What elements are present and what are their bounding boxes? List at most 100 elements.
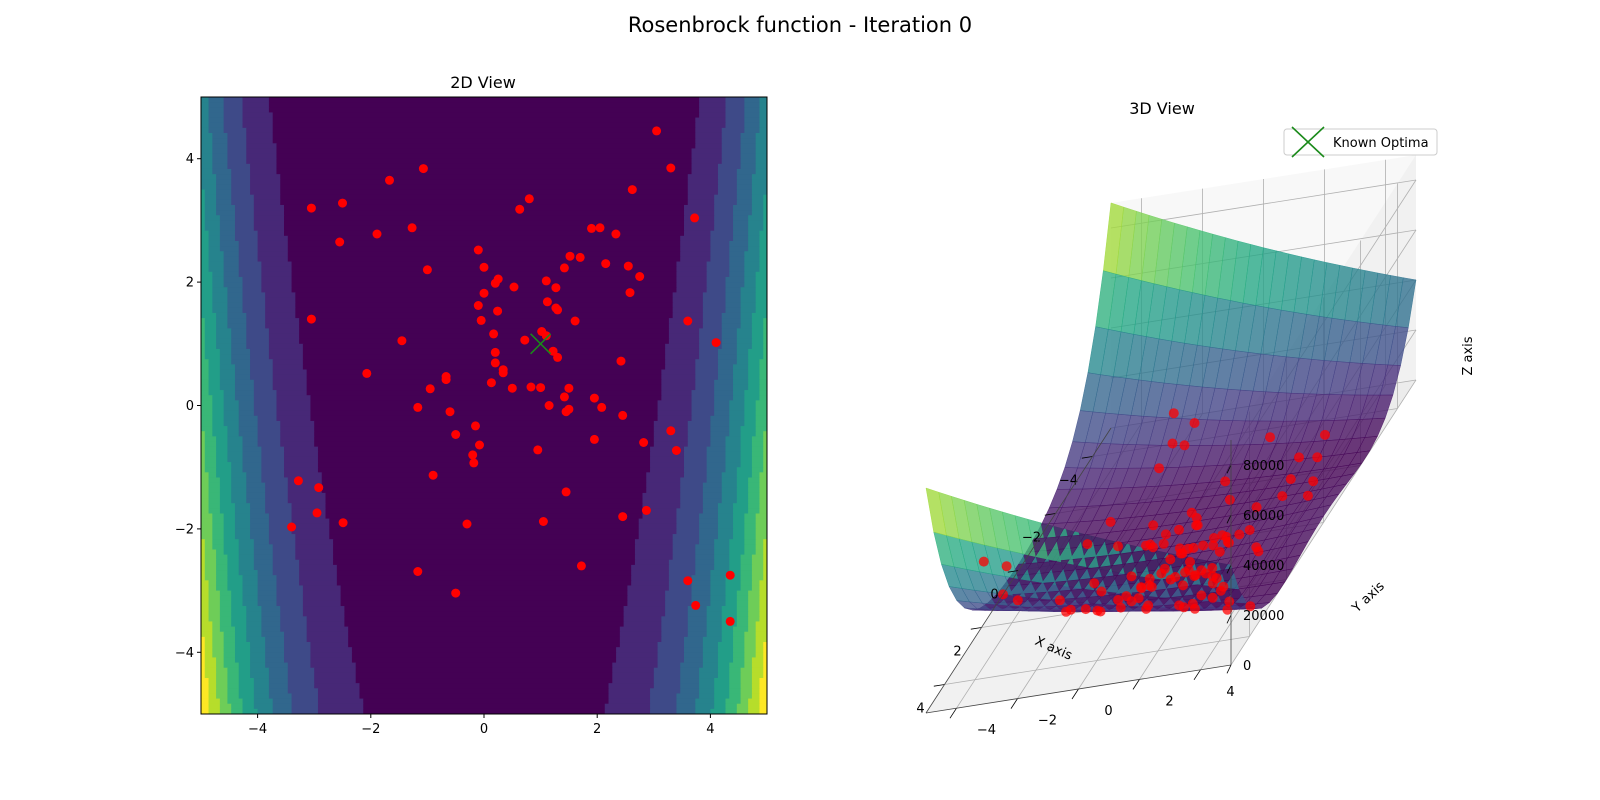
- contour-band: [325, 508, 644, 515]
- contour-band: [744, 390, 761, 396]
- contour-band: [751, 472, 761, 479]
- contour-band: [253, 220, 285, 227]
- contour-band: [717, 359, 738, 365]
- contour-band: [212, 410, 225, 417]
- contour-band: [314, 441, 655, 448]
- contour-band: [201, 271, 213, 278]
- contour-band: [714, 400, 730, 407]
- contour-band: [201, 595, 210, 602]
- contour-band: [231, 487, 247, 494]
- contour-band: [755, 138, 767, 144]
- contour-band: [242, 451, 262, 458]
- contour-band: [212, 626, 221, 633]
- contour-band: [216, 472, 232, 479]
- contour-band: [695, 379, 715, 386]
- contour-band: [231, 199, 255, 206]
- contour-band: [212, 153, 229, 160]
- contour-band: [204, 456, 217, 463]
- contour-point: [553, 352, 563, 362]
- contour-band: [755, 148, 767, 155]
- contour-band: [653, 436, 689, 443]
- contour-band: [280, 441, 315, 448]
- contour-band: [227, 688, 240, 695]
- contour-band: [208, 390, 225, 396]
- contour-band: [242, 436, 259, 443]
- contour-band: [725, 107, 745, 114]
- contour-band: [261, 616, 281, 623]
- contour-band: [725, 595, 738, 602]
- contour-point: [601, 259, 611, 269]
- contour-band: [763, 348, 767, 355]
- contour-band: [710, 420, 730, 427]
- contour-band: [242, 302, 266, 309]
- contour-band: [201, 570, 206, 576]
- contour-band: [253, 544, 274, 551]
- contour-band: [725, 703, 738, 710]
- contour-band: [687, 631, 708, 638]
- contour-band: [717, 374, 734, 381]
- x-tick-mark: [970, 627, 982, 630]
- contour-band: [631, 580, 670, 587]
- contour-band: [268, 534, 296, 540]
- contour-band: [672, 544, 696, 551]
- contour-band: [227, 158, 247, 165]
- contour-band: [212, 400, 225, 407]
- contour-band: [204, 657, 217, 664]
- contour-band: [329, 528, 640, 535]
- surface-point: [1221, 531, 1232, 542]
- contour-band: [733, 230, 749, 237]
- legend-box: [1283, 128, 1438, 156]
- contour-band: [253, 688, 270, 695]
- contour-band: [284, 657, 312, 664]
- contour-band: [314, 683, 361, 689]
- contour-band: [650, 698, 678, 705]
- contour-band: [272, 554, 296, 561]
- contour-band: [744, 405, 757, 412]
- contour-band: [246, 333, 270, 340]
- contour-band: [242, 585, 259, 592]
- contour-band: [208, 384, 221, 391]
- surface-point: [1154, 463, 1165, 474]
- contour-band: [751, 580, 761, 587]
- contour-point: [428, 470, 438, 480]
- contour-band: [714, 379, 734, 386]
- contour-band: [253, 549, 274, 556]
- contour-band: [699, 539, 715, 545]
- y-tick-mark: [1010, 698, 1018, 709]
- contour-band: [759, 606, 767, 612]
- contour-band: [216, 333, 232, 340]
- contour-band: [276, 168, 693, 175]
- contour-band: [227, 678, 240, 684]
- surface-points: [978, 408, 1330, 617]
- contour-band: [291, 513, 327, 520]
- contour-point: [306, 203, 316, 213]
- contour-points: [287, 126, 735, 626]
- contour-band: [231, 184, 251, 191]
- contour-band: [246, 312, 266, 319]
- contour-band: [729, 256, 745, 263]
- contour-band: [717, 179, 738, 186]
- y-axis-line: [925, 664, 1232, 714]
- contour-x-ticks: −4 −2 0 2 4: [248, 714, 715, 737]
- contour-band: [310, 405, 659, 412]
- contour-band: [759, 395, 767, 401]
- contour-band: [253, 564, 274, 571]
- contour-band: [721, 487, 738, 494]
- contour-band: [272, 384, 308, 391]
- contour-band: [740, 426, 757, 432]
- contour-band: [276, 585, 304, 592]
- contour-band: [748, 708, 761, 714]
- contour-band: [759, 611, 767, 617]
- contour-band: [204, 220, 221, 227]
- contour-band: [725, 451, 742, 458]
- contour-band: [619, 631, 662, 638]
- contour-band: [642, 492, 681, 499]
- contour-band: [748, 359, 761, 365]
- contour-band: [748, 354, 764, 360]
- contour-band: [201, 467, 206, 473]
- contour-band: [201, 287, 213, 293]
- contour-band: [355, 667, 613, 674]
- contour-band: [714, 390, 734, 396]
- contour-band: [310, 410, 659, 417]
- contour-band: [216, 462, 232, 468]
